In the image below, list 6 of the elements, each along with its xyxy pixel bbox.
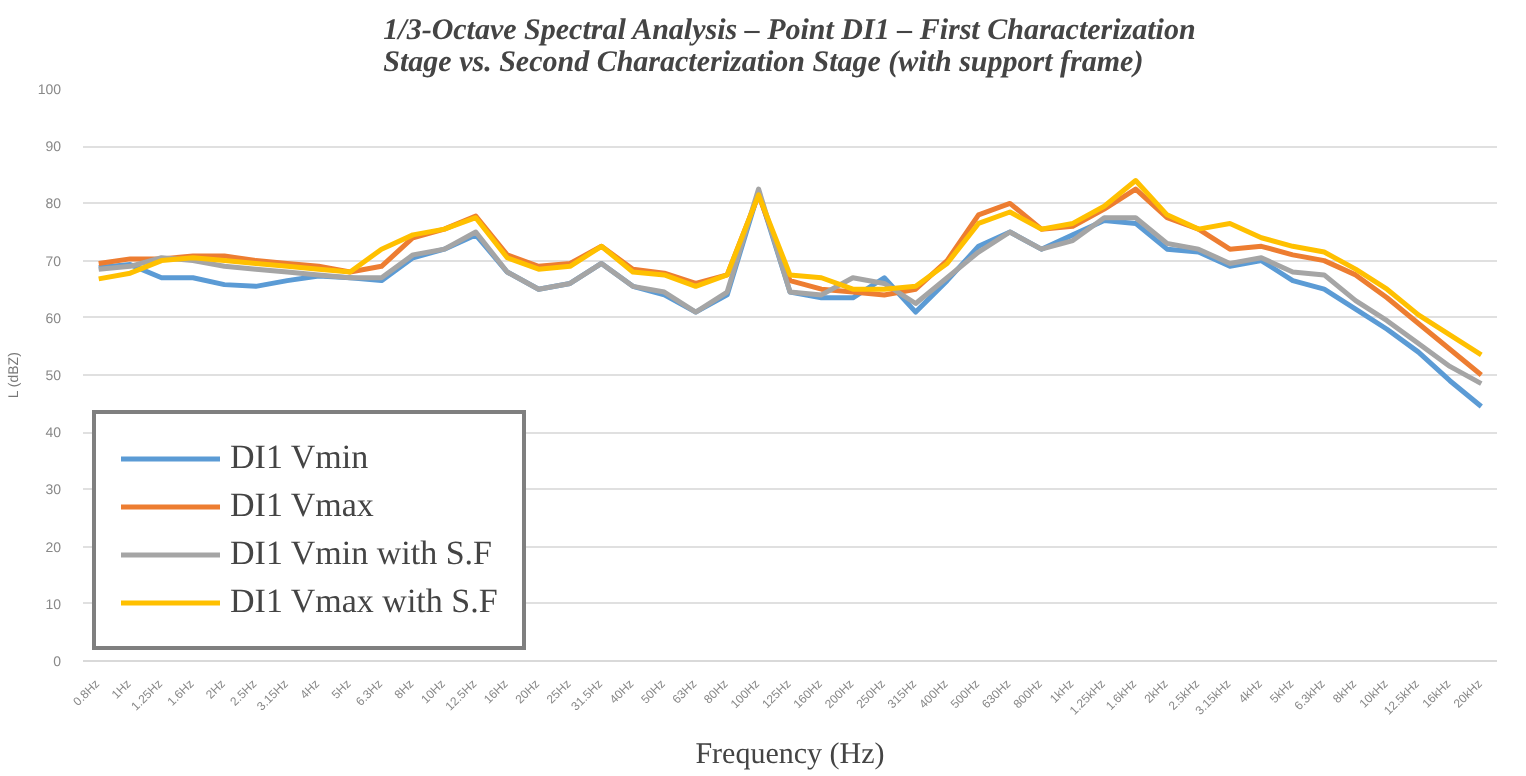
x-axis-title: Frequency (Hz) (695, 738, 885, 771)
legend-label: DI1 Vmax with S.F (230, 582, 498, 622)
legend-label: DI1 Vmin (230, 438, 369, 478)
legend-label: DI1 Vmin with S.F (230, 534, 492, 574)
legend-label: DI1 Vmax (230, 486, 374, 526)
chart-title: 1/3-Octave Spectral Analysis – Point DI1 – First Characterization Stage vs. Second Characterization Stage (with support frame) (383, 15, 1196, 79)
